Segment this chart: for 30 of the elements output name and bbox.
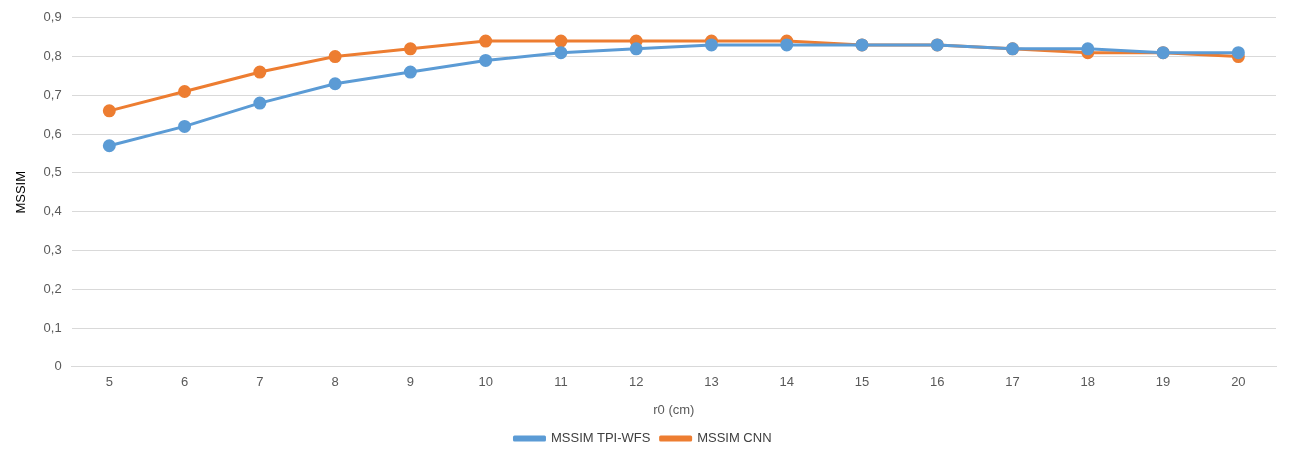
x-tick-label: 11 <box>554 374 568 390</box>
y-tick-label: 0,6 <box>43 125 62 141</box>
legend-label: MSSIM TPI-WFS <box>550 430 651 446</box>
y-tick-label: 0,1 <box>43 319 62 335</box>
x-tick-label: 7 <box>256 374 264 390</box>
y-tick-label: 0,5 <box>43 164 62 180</box>
legend-label: MSSIM CNN <box>697 430 772 446</box>
x-tick-label: 13 <box>704 374 719 390</box>
x-tick-label: 10 <box>478 374 493 390</box>
y-tick-label: 0,8 <box>43 48 62 64</box>
x-tick-label: 12 <box>628 374 644 390</box>
x-tick-label: 16 <box>930 374 945 390</box>
x-tick-label: 8 <box>331 374 339 390</box>
x-tick-label: 19 <box>1155 374 1171 390</box>
y-axis-title: MSSIM <box>13 170 29 214</box>
y-tick-label: 0,2 <box>43 280 62 296</box>
x-tick-label: 5 <box>105 374 113 390</box>
y-tick-label: 0,7 <box>43 86 62 102</box>
x-tick-label: 14 <box>779 374 794 390</box>
y-tick-label: 0,4 <box>43 203 62 219</box>
x-tick-label: 15 <box>854 374 870 390</box>
y-tick-label: 0 <box>54 358 62 374</box>
x-tick-label: 18 <box>1080 374 1096 390</box>
y-tick-label: 0,9 <box>43 9 62 25</box>
x-tick-label: 6 <box>180 374 189 390</box>
x-tick-label: 17 <box>1005 374 1020 390</box>
x-axis-title: r0 (cm) <box>653 401 695 417</box>
x-tick-label: 9 <box>406 374 415 390</box>
x-tick-label: 20 <box>1231 374 1246 390</box>
y-tick-label: 0,3 <box>43 242 62 258</box>
